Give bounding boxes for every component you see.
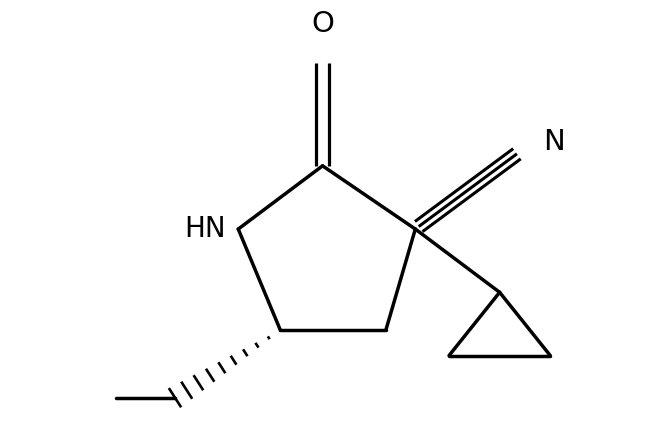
Text: N: N [544,128,565,156]
Text: O: O [311,9,334,38]
Text: HN: HN [184,215,226,243]
